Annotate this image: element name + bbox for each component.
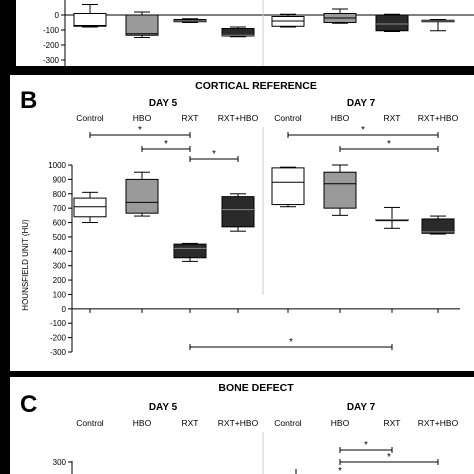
c-category-label-d5-hbo: HBO — [133, 418, 152, 428]
panel-b-tick-label: -100 — [50, 319, 67, 328]
significance-star-1: * — [138, 125, 142, 136]
panel-c-title: BONE DEFECT — [218, 382, 294, 394]
panel-b-tick-label: 600 — [53, 219, 67, 228]
panel-c: C BONE DEFECT DAY 5 DAY 7 Control HBO RX… — [10, 377, 474, 474]
b-day5-hbo-box — [125, 178, 159, 214]
panel-b-tick-label: 900 — [53, 175, 67, 184]
panel-b-tick-label: 800 — [53, 190, 67, 199]
c-category-label-d7-rxt-hbo: RXT+HBO — [418, 418, 459, 428]
significance-star-5: * — [387, 139, 391, 150]
y-axis-label: HOUNSFIELD UNIT (HU) — [21, 219, 30, 311]
panel-b-tick-label: 100 — [53, 290, 67, 299]
panel-a: 0 -100 -200 -300 — [10, 0, 474, 66]
a-day5-hbo-box — [125, 14, 159, 36]
b-day5-control-box — [73, 197, 107, 218]
panel-a-tick-label: 0 — [55, 11, 60, 20]
panel-c-letter: C — [20, 391, 37, 418]
panel-b-day5-label: DAY 5 — [149, 98, 178, 109]
panel-b-tick-label: 200 — [53, 276, 67, 285]
category-label-d7-hbo: HBO — [331, 113, 350, 123]
c-significance-star-3: * — [338, 466, 342, 474]
significance-star-2: * — [164, 139, 168, 150]
category-label-d5-hbo: HBO — [133, 113, 152, 123]
c-category-label-d5-rxt: RXT — [182, 418, 199, 428]
panel-b-tick-label: 400 — [53, 247, 67, 256]
category-label-d7-control: Control — [274, 113, 302, 123]
panel-a-tick-label: -100 — [43, 26, 60, 35]
panel-b-tick-label: 300 — [53, 262, 67, 271]
panel-a-chart: 0 -100 -200 -300 — [10, 0, 474, 66]
significance-star-3: * — [212, 149, 216, 160]
b-day5-rxt-hbo-box — [221, 196, 255, 228]
panel-a-letter-edge — [10, 0, 16, 66]
b-day5-rxt-box — [173, 243, 207, 259]
panel-b-tick-label: -300 — [50, 348, 67, 357]
panel-c-day5-label: DAY 5 — [149, 402, 178, 413]
panel-b-tick-label: 500 — [53, 233, 67, 242]
category-label-d7-rxt-hbo: RXT+HBO — [418, 113, 459, 123]
significance-star-6: * — [289, 337, 293, 348]
panel-b: B CORTICAL REFERENCE DAY 5 DAY 7 Control… — [10, 75, 474, 371]
c-category-label-d7-hbo: HBO — [331, 418, 350, 428]
category-label-d5-rxt-hbo: RXT+HBO — [218, 113, 259, 123]
b-day7-rxt-hbo-box — [421, 218, 455, 234]
panel-b-tick-label: 700 — [53, 204, 67, 213]
c-significance-star-2: * — [387, 452, 391, 463]
category-label-d5-rxt: RXT — [182, 113, 199, 123]
panel-b-chart: B CORTICAL REFERENCE DAY 5 DAY 7 Control… — [20, 80, 460, 357]
category-label-d5-control: Control — [76, 113, 104, 123]
panel-b-tick-label: 1000 — [48, 161, 66, 170]
a-day5-control-box — [73, 13, 107, 27]
c-category-label-d7-control: Control — [274, 418, 302, 428]
panel-c-day7-label: DAY 7 — [347, 402, 376, 413]
panel-b-letter: B — [20, 87, 37, 114]
c-category-label-d5-control: Control — [76, 418, 104, 428]
b-day7-control-box — [271, 167, 305, 206]
category-label-d7-rxt: RXT — [384, 113, 401, 123]
panel-a-tick-label: -200 — [43, 41, 60, 50]
a-day5-rxt-hbo-box — [221, 28, 255, 37]
a-day7-rxt-box — [375, 14, 409, 32]
c-category-label-d7-rxt: RXT — [384, 418, 401, 428]
b-day7-hbo-box — [323, 171, 357, 209]
c-significance-star-1: * — [364, 440, 368, 451]
panel-c-chart: C BONE DEFECT DAY 5 DAY 7 Control HBO RX… — [20, 382, 459, 474]
panel-b-day7-label: DAY 7 — [347, 98, 376, 109]
panel-a-tick-label: -300 — [43, 56, 60, 65]
panel-b-tick-label: 0 — [62, 305, 67, 314]
panel-b-title: CORTICAL REFERENCE — [195, 80, 317, 92]
panel-b-tick-label: -200 — [50, 334, 67, 343]
c-category-label-d5-rxt-hbo: RXT+HBO — [218, 418, 259, 428]
significance-star-4: * — [361, 125, 365, 136]
panel-c-tick-label: 300 — [53, 458, 67, 467]
